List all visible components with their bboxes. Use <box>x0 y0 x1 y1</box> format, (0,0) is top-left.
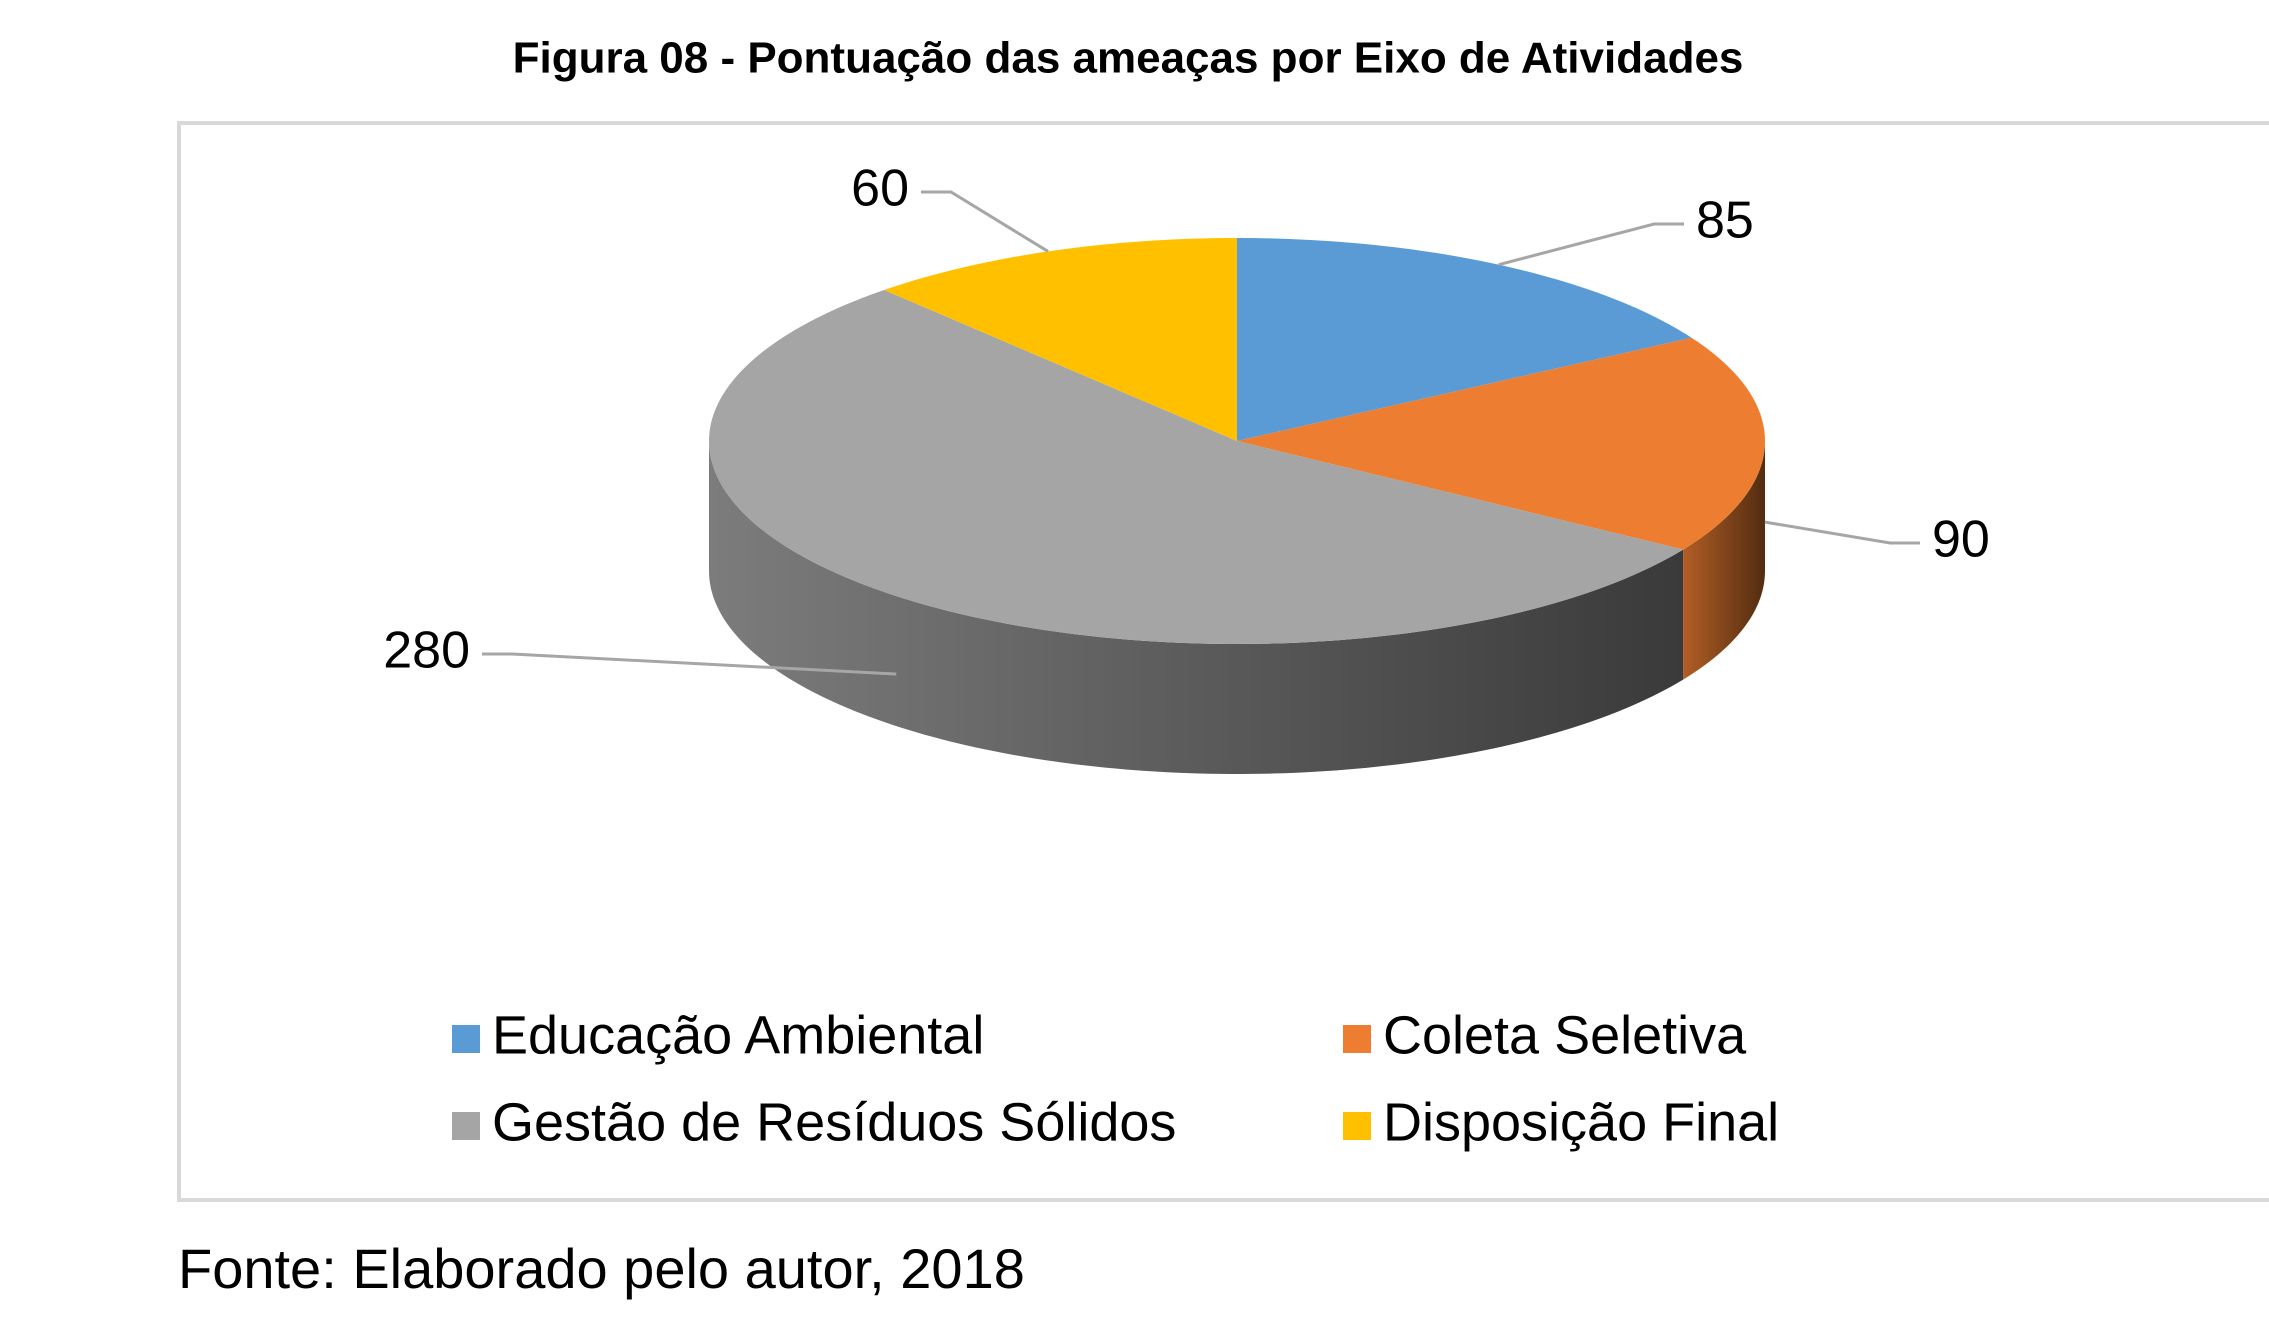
slice <box>709 290 1684 644</box>
legend-swatch <box>452 1025 480 1053</box>
leader-line <box>921 190 1049 253</box>
legend-label: Coleta Seletiva <box>1383 1005 1747 1065</box>
legend-swatch <box>1343 1112 1371 1140</box>
leader-line <box>1498 222 1684 267</box>
slice <box>1237 337 1765 550</box>
leader-line <box>482 652 897 676</box>
data-label: 90 <box>1932 511 1990 569</box>
legend-label: Gestão de Resíduos Sólidos <box>492 1092 1176 1152</box>
legend-swatch <box>452 1112 480 1140</box>
slice <box>1237 238 1692 441</box>
data-label: 60 <box>851 160 909 218</box>
legend-label: Educação Ambiental <box>492 1005 984 1065</box>
data-label: 85 <box>1696 192 1754 250</box>
legend-swatch <box>1343 1025 1371 1053</box>
slice-side <box>1683 441 1765 680</box>
slice <box>884 238 1237 441</box>
legend-label: Disposição Final <box>1383 1092 1779 1152</box>
data-label: 280 <box>383 622 470 680</box>
source-note: Fonte: Elaborado pelo autor, 2018 <box>178 1237 1025 1300</box>
chart-title: Figura 08 - Pontuação das ameaças por Ei… <box>513 34 1744 83</box>
slice-side <box>709 441 1684 774</box>
leader-line <box>1764 520 1920 545</box>
